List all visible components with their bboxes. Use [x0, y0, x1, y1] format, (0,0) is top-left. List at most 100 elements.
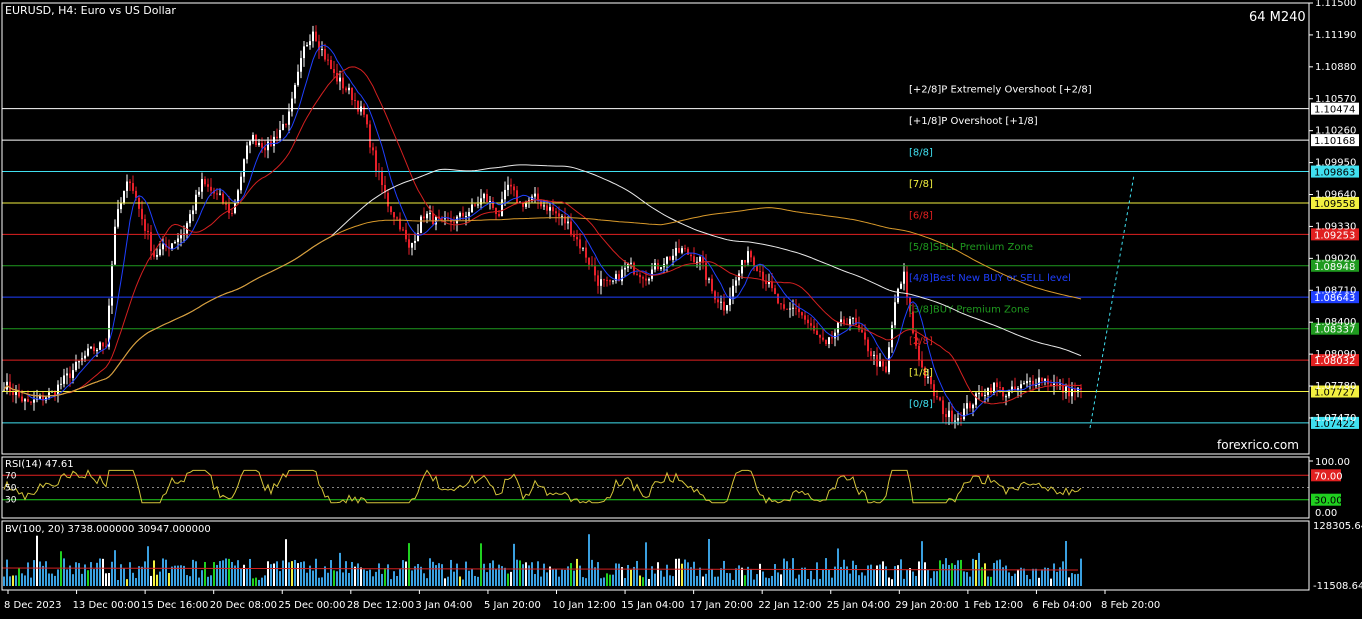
volume-ma-line [1, 567, 1079, 571]
volume-bar [780, 574, 782, 586]
bull-candle [15, 391, 17, 395]
bear-candle [1041, 377, 1043, 381]
bear-candle [678, 247, 680, 253]
volume-bar [981, 567, 983, 586]
bear-candle [588, 257, 590, 265]
time-tick-label: 17 Jan 20:00 [690, 600, 753, 611]
volume-bar [519, 560, 521, 586]
bull-candle [321, 49, 323, 51]
bear-candle [645, 278, 647, 281]
bull-candle [648, 278, 650, 281]
volume-bar [198, 577, 200, 586]
volume-bar [1077, 573, 1079, 586]
bear-candle [813, 325, 815, 331]
bull-candle [903, 271, 905, 284]
volume-bar [336, 571, 338, 586]
time-tick-label: 1 Feb 12:00 [964, 600, 1023, 611]
volume-bar [828, 568, 830, 586]
volume-bar [1011, 576, 1013, 586]
price-level-tag-text: 1.08032 [1314, 356, 1355, 367]
volume-bar [576, 558, 578, 586]
bear-candle [570, 221, 572, 235]
bull-candle [300, 58, 302, 72]
bear-candle [396, 217, 398, 219]
volume-bar [459, 576, 461, 586]
rsi-level-label: 70 [5, 471, 17, 481]
bear-candle [771, 281, 773, 289]
volume-bar [522, 564, 524, 586]
time-tick-label: 22 Jan 12:00 [758, 600, 821, 611]
volume-bar [747, 566, 749, 586]
bear-candle [42, 395, 44, 401]
volume-bar [342, 572, 344, 586]
volume-bar [333, 570, 335, 586]
bull-candle [894, 302, 896, 326]
rsi-pane-frame [1, 456, 1310, 519]
bear-candle [1080, 387, 1082, 390]
bear-candle [765, 280, 767, 285]
rsi-tick-min: 0.00 [1315, 508, 1337, 519]
volume-bar [825, 558, 827, 586]
volume-bar [993, 562, 995, 586]
volume-bar [456, 563, 458, 586]
volume-bar [303, 561, 305, 586]
bear-candle [495, 207, 497, 214]
volume-bar [945, 558, 947, 586]
volume-bar [1053, 563, 1055, 586]
bull-candle [534, 193, 536, 197]
volume-bar [606, 573, 608, 586]
bear-candle [30, 401, 32, 403]
bear-candle [756, 266, 758, 272]
bull-candle [33, 399, 35, 403]
volume-bar [759, 563, 761, 586]
bear-candle [513, 186, 515, 191]
bear-candle [807, 319, 809, 324]
volume-bar [387, 564, 389, 586]
bear-candle [432, 213, 434, 225]
time-tick-label: 5 Jan 20:00 [484, 600, 541, 611]
volume-bar [630, 569, 632, 586]
volume-bar [762, 571, 764, 586]
volume-bar [774, 564, 776, 586]
bear-candle [864, 332, 866, 340]
bear-candle [231, 213, 233, 215]
bull-candle [189, 214, 191, 224]
bear-candle [912, 311, 914, 334]
volume-bar [573, 570, 575, 586]
volume-bar [123, 568, 125, 586]
bull-candle [1077, 387, 1079, 393]
bear-candle [576, 236, 578, 240]
murrey-level-label: [3/8]BUY Premium Zone [909, 305, 1030, 316]
bear-candle [327, 59, 329, 61]
volume-bar [567, 566, 569, 586]
bull-candle [459, 212, 461, 217]
volume-bar [591, 559, 593, 586]
murrey-level-label: [1/8] [909, 367, 933, 378]
bull-candle [426, 213, 428, 219]
volume-bar [1074, 574, 1076, 586]
volume-bar [1047, 567, 1049, 586]
volume-bar [477, 576, 479, 586]
bull-candle [966, 403, 968, 409]
bear-candle [714, 291, 716, 300]
volume-bar [693, 561, 695, 586]
volume-bar [1002, 567, 1004, 586]
volume-bar [1041, 569, 1043, 586]
volume-bar [84, 564, 86, 586]
volume-subwindow[interactable]: 128305.645 -11508.645 [1, 521, 1362, 592]
volume-bar [834, 566, 836, 586]
bull-candle [600, 279, 602, 286]
rsi-subwindow[interactable]: 70 50 30 100.00 0.00 70.00 30.00 [2, 457, 1350, 519]
bull-candle [477, 204, 479, 206]
bull-candle [828, 337, 830, 345]
volume-bar [447, 576, 449, 586]
bull-candle [972, 404, 974, 409]
bear-candle [144, 219, 146, 231]
bull-candle [291, 98, 293, 112]
bear-candle [723, 301, 725, 311]
bear-candle [618, 274, 620, 282]
volume-bar [117, 579, 119, 586]
